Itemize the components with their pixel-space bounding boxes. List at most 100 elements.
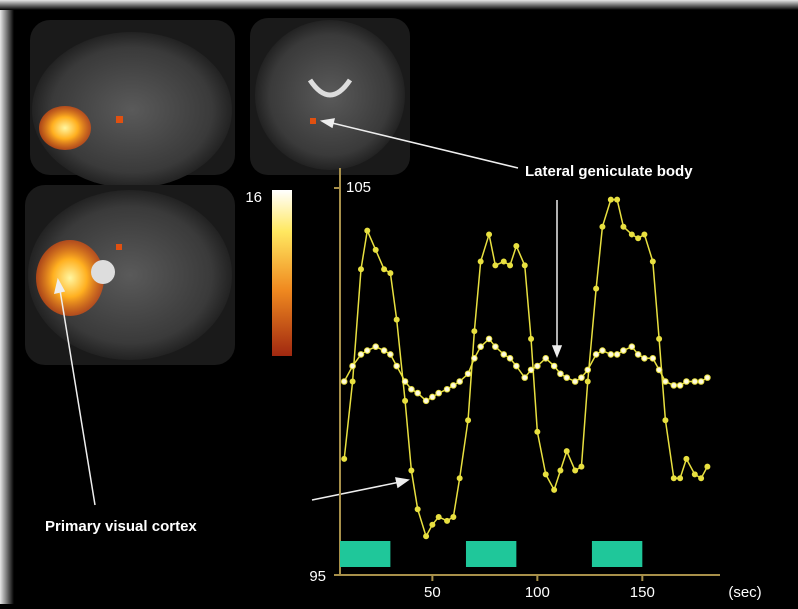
data-point xyxy=(552,487,557,492)
data-point xyxy=(629,344,635,350)
data-point xyxy=(514,363,520,369)
x-axis-label: (sec) xyxy=(728,584,761,601)
data-point xyxy=(415,390,421,396)
data-point xyxy=(636,236,641,241)
page: 16 9510550100150(sec)Primary visual cort… xyxy=(0,0,798,604)
data-point xyxy=(650,259,655,264)
data-point xyxy=(642,355,648,361)
data-point xyxy=(535,429,540,434)
data-point xyxy=(572,379,578,385)
data-point xyxy=(558,468,563,473)
data-point xyxy=(350,363,356,369)
data-point xyxy=(388,352,394,358)
data-point xyxy=(423,398,429,404)
data-point xyxy=(600,224,605,229)
data-point xyxy=(529,336,534,341)
data-point xyxy=(358,352,364,358)
data-point xyxy=(364,348,370,354)
data-point xyxy=(663,379,669,385)
data-point xyxy=(507,355,513,361)
y-tick-label: 105 xyxy=(346,179,371,196)
data-point xyxy=(608,197,613,202)
data-point xyxy=(451,383,457,389)
stimulus-block xyxy=(466,541,516,567)
data-point xyxy=(522,263,527,268)
data-point xyxy=(564,375,570,381)
data-point xyxy=(501,259,506,264)
data-point xyxy=(409,386,415,392)
data-point xyxy=(394,317,399,322)
data-point xyxy=(514,244,519,249)
data-point xyxy=(663,418,668,423)
data-point xyxy=(430,522,435,527)
data-point xyxy=(635,352,641,358)
data-point xyxy=(551,363,557,369)
data-point xyxy=(535,363,541,369)
data-point xyxy=(650,355,656,361)
data-point xyxy=(486,336,492,342)
figure: 16 9510550100150(sec)Primary visual cort… xyxy=(0,0,798,604)
data-point xyxy=(692,379,698,385)
data-point xyxy=(342,456,347,461)
data-point xyxy=(585,367,591,373)
data-point xyxy=(684,379,690,385)
data-point xyxy=(409,468,414,473)
data-point xyxy=(678,476,683,481)
data-point xyxy=(394,363,400,369)
data-point xyxy=(564,449,569,454)
data-point xyxy=(699,476,704,481)
data-point xyxy=(478,259,483,264)
data-point xyxy=(445,518,450,523)
data-point xyxy=(373,344,379,350)
data-point xyxy=(593,352,599,358)
data-point xyxy=(444,386,450,392)
data-point xyxy=(430,394,436,400)
data-point xyxy=(677,383,683,389)
data-point xyxy=(457,476,462,481)
data-point xyxy=(657,336,662,341)
data-point xyxy=(528,367,534,373)
x-tick-label: 50 xyxy=(424,584,441,601)
data-point xyxy=(350,379,355,384)
data-point xyxy=(358,267,363,272)
data-point xyxy=(614,352,620,358)
data-point xyxy=(472,329,477,334)
data-point xyxy=(465,371,471,377)
data-point xyxy=(671,476,676,481)
data-point xyxy=(642,232,647,237)
data-point xyxy=(684,456,689,461)
data-point xyxy=(365,228,370,233)
data-point xyxy=(573,468,578,473)
data-point xyxy=(373,247,378,252)
data-point xyxy=(403,398,408,403)
data-point xyxy=(478,344,484,350)
data-point xyxy=(579,464,584,469)
data-point xyxy=(493,263,498,268)
data-point xyxy=(558,371,564,377)
data-point xyxy=(621,224,626,229)
y-tick-label: 95 xyxy=(309,568,326,585)
data-point xyxy=(382,267,387,272)
data-point xyxy=(451,514,456,519)
data-point xyxy=(621,348,627,354)
data-point xyxy=(585,379,590,384)
data-point xyxy=(615,197,620,202)
data-point xyxy=(508,263,513,268)
data-point xyxy=(705,464,710,469)
data-point xyxy=(579,375,585,381)
data-point xyxy=(543,472,548,477)
data-point xyxy=(501,352,507,358)
colorbar xyxy=(272,190,292,356)
stimulus-block xyxy=(592,541,642,567)
data-point xyxy=(436,390,442,396)
data-point xyxy=(493,344,499,350)
data-point xyxy=(522,375,528,381)
data-point xyxy=(608,352,614,358)
data-point xyxy=(466,418,471,423)
x-tick-label: 100 xyxy=(525,584,550,601)
data-point xyxy=(594,286,599,291)
x-tick-label: 150 xyxy=(630,584,655,601)
data-point xyxy=(457,379,463,385)
edge xyxy=(0,0,798,10)
data-point xyxy=(415,507,420,512)
